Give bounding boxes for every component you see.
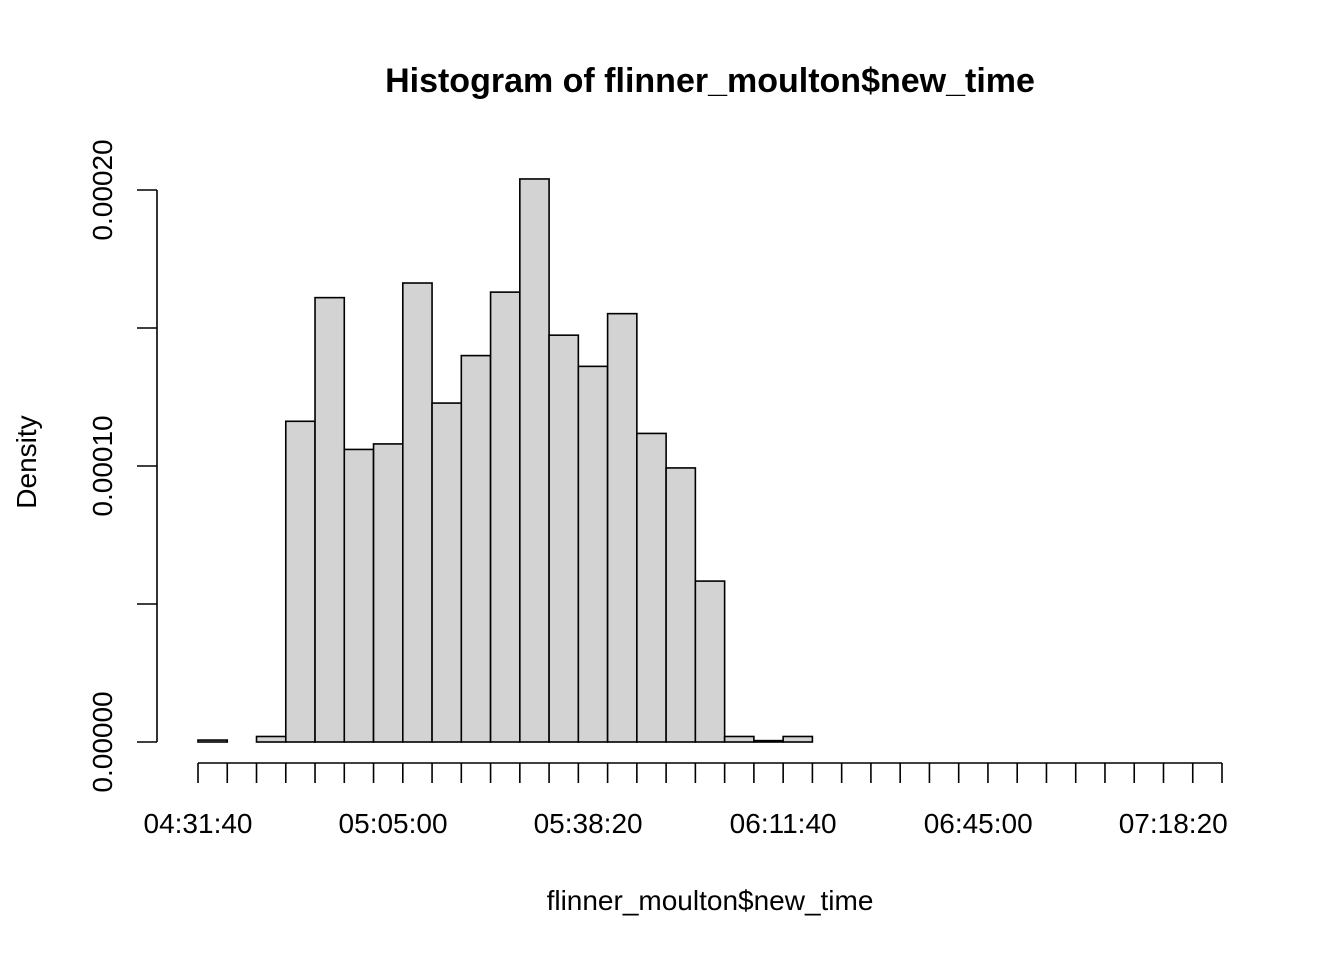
histogram-bar — [460, 354, 492, 743]
x-tick-label: 05:05:00 — [339, 808, 448, 839]
histogram-bar — [753, 739, 784, 743]
histogram-bar — [636, 432, 667, 743]
histogram-bar — [548, 334, 580, 743]
histogram-bar — [431, 402, 463, 743]
y-tick-label: 0.00000 — [87, 691, 118, 792]
histogram-bar — [401, 282, 433, 743]
chart-title: Histogram of flinner_moulton$new_time — [385, 62, 1035, 100]
x-tick-label: 06:45:00 — [924, 808, 1033, 839]
x-tick-label: 05:38:20 — [534, 808, 643, 839]
histogram-bar — [577, 365, 609, 743]
histogram-bar — [694, 580, 726, 743]
y-tick-label: 0.00020 — [87, 139, 118, 240]
histogram-bar — [372, 443, 404, 743]
x-axis: 04:31:40 05:05:00 05:38:20 06:11:40 06:45:00… — [144, 762, 1228, 839]
histogram-bar — [519, 178, 550, 743]
histogram-bar — [197, 739, 229, 743]
histogram-bar — [782, 735, 814, 743]
histogram-bar — [489, 291, 521, 743]
x-tick-label: 04:31:40 — [144, 808, 253, 839]
x-axis-label: flinner_moulton$new_time — [547, 885, 874, 916]
x-tick-label: 06:11:40 — [730, 808, 837, 839]
histogram-bar — [723, 735, 755, 743]
histogram-bar — [606, 312, 638, 743]
histogram-bar — [284, 420, 316, 743]
y-axis: 0.00000 0.00010 0.00020 — [87, 139, 158, 793]
histogram-bars — [197, 178, 814, 743]
y-axis-label: Density — [11, 415, 42, 508]
histogram-bar — [314, 296, 346, 743]
histogram-bar — [255, 735, 287, 743]
histogram-bar — [665, 467, 697, 743]
x-tick-label: 07:18:20 — [1119, 808, 1228, 839]
histogram-bar — [343, 448, 375, 743]
y-tick-label: 0.00010 — [87, 415, 118, 516]
